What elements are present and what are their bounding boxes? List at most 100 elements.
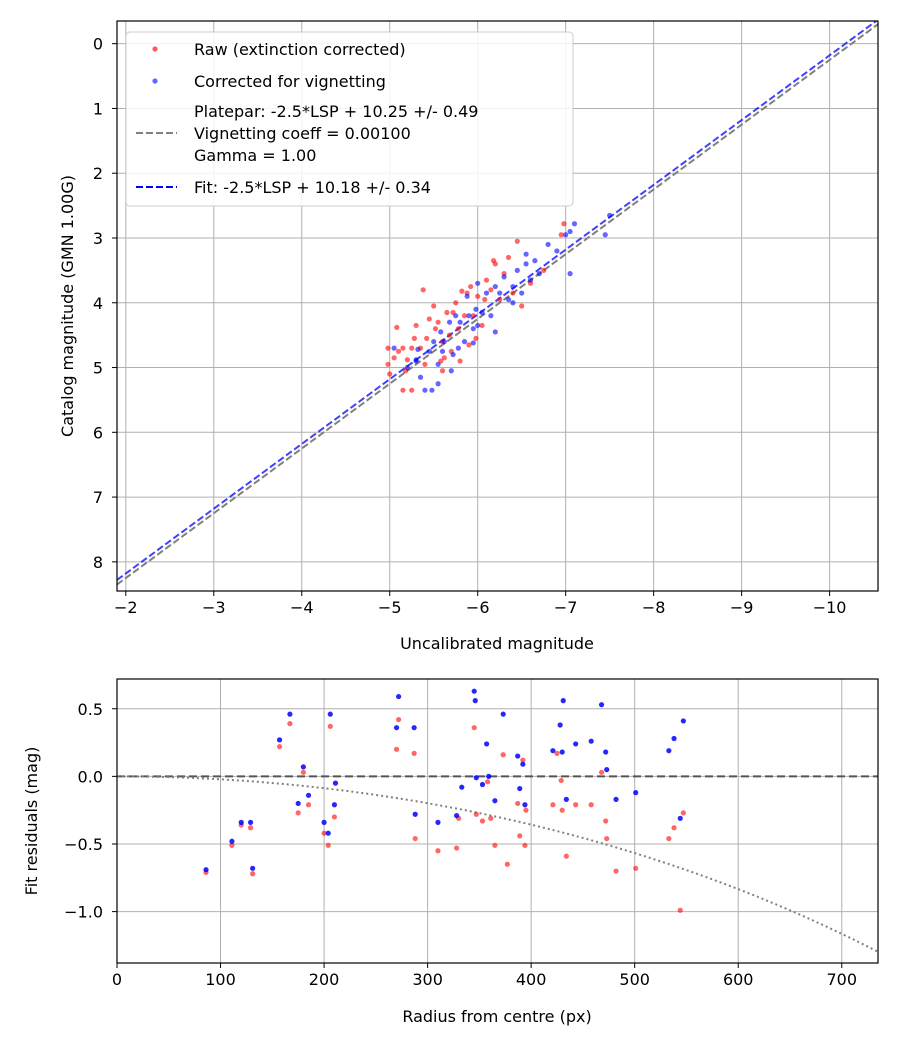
raw-residual-point [558,777,564,784]
bottom-points [203,688,686,913]
corrected-point [488,313,494,319]
raw-point [455,326,461,332]
corrected-point [415,346,421,352]
corrected-residual-point [471,688,477,694]
bottom-x-tick-label: 600 [723,970,754,989]
top-y-tick-label: 4 [93,294,103,313]
raw-residual-point [247,825,254,831]
raw-residual-point [604,835,610,842]
raw-residual-point [559,807,565,813]
raw-point [488,287,494,293]
corrected-point [455,345,461,351]
raw-residual-point [479,818,486,824]
raw-point [475,293,481,299]
top-y-tick-label: 7 [93,488,103,507]
corrected-residual-point [500,711,506,717]
corrected-residual-point [411,725,417,731]
raw-point [394,324,400,330]
raw-residual-point [588,802,594,808]
raw-residual-point [393,746,400,752]
corrected-residual-point [238,819,244,825]
corrected-point [519,290,525,296]
raw-point [479,322,485,329]
top-y-tick-label: 2 [93,164,103,183]
corrected-residual-point [300,764,306,770]
corrected-point [607,212,613,218]
raw-point [457,358,463,364]
corrected-residual-point [229,838,235,844]
bottom-x-tick-label: 100 [205,970,236,989]
corrected-residual-point [327,711,333,717]
corrected-point [475,280,481,286]
corrected-point [438,329,444,335]
corrected-point [404,364,410,371]
corrected-point [466,313,472,319]
raw-residual-point [550,802,556,808]
corrected-point [429,387,435,393]
raw-residual-point [666,835,672,842]
corrected-point [461,339,468,345]
corrected-residual-point [479,781,486,788]
top-plot-frame [116,20,879,592]
corrected-point [391,345,397,351]
raw-point [435,319,441,325]
raw-point [426,316,432,322]
raw-point [420,287,426,293]
corrected-point [492,283,498,290]
raw-residual-point [517,833,523,839]
corrected-residual-point [325,830,331,836]
corrected-point [492,329,498,335]
corrected-residual-point [459,784,465,790]
raw-residual-point [295,810,301,816]
raw-point [453,300,459,306]
legend-raw-marker [152,46,158,52]
raw-point [492,261,498,267]
corrected-point [532,258,538,264]
raw-point [468,283,474,290]
corrected-residual-point [492,798,498,804]
magnitude-calibration-chart: −2 −3 −4 −5 −6 −7 −8 −9 −10 0 1 2 3 4 5 6 7 8 Uncalibrate… [58,20,879,653]
top-x-tick-label: −3 [202,598,226,617]
raw-point [483,277,490,283]
legend-corrected-label: Corrected for vignetting [194,72,386,91]
corrected-residual-point [454,812,460,819]
legend-raw-label: Raw (extinction corrected) [194,40,406,59]
raw-point [432,326,439,332]
corrected-point [448,368,454,374]
raw-residual-point [522,842,528,848]
legend-box [125,31,574,207]
raw-point [444,309,450,316]
raw-residual-point [229,842,235,848]
corrected-residual-point [563,796,569,802]
corrected-point [441,339,447,345]
raw-point [400,387,406,393]
corrected-point [464,293,470,299]
raw-residual-point [598,769,605,775]
bottom-y-tick-label: −0.5 [64,835,103,854]
corrected-residual-point [680,718,686,724]
top-y-tick-label: 5 [93,359,103,378]
bottom-x-tick-label: 400 [516,970,547,989]
platepar-line [117,23,878,586]
raw-point [422,361,428,367]
raw-residual-point [603,818,609,824]
raw-point [387,371,393,377]
top-x-tick-label: −4 [290,598,314,617]
corrected-residual-point [295,800,301,807]
raw-point [404,357,410,363]
corrected-residual-point [435,819,441,825]
corrected-residual-point [287,711,293,717]
bottom-y-tick-label: 0.0 [78,767,103,786]
corrected-point [453,313,459,319]
top-x-tick-label: −8 [642,598,666,617]
raw-residual-point [305,802,312,808]
corrected-residual-point [331,802,338,808]
corrected-point [435,361,441,367]
top-y-tick-label: 6 [93,423,103,442]
raw-point [561,221,567,227]
corrected-residual-point [573,741,579,747]
corrected-point [431,339,437,345]
bottom-x-tick-label: 300 [412,970,443,989]
raw-residual-point [554,750,560,756]
corrected-residual-point [332,780,339,786]
